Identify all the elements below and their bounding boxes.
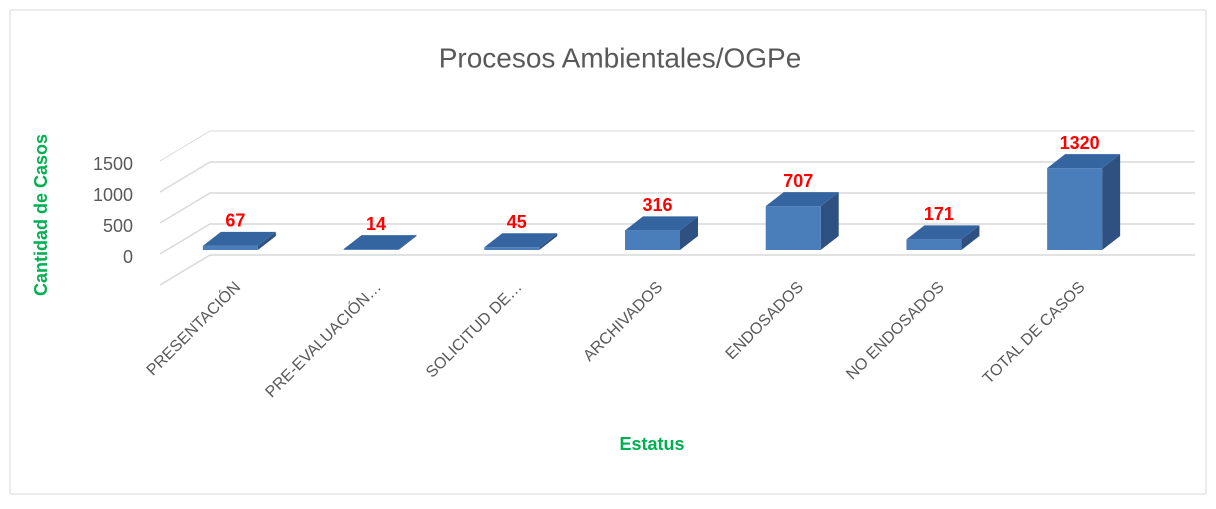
chart-frame [9, 9, 1207, 495]
x-axis-title: Estatus [619, 434, 684, 454]
grid-line [159, 192, 1195, 224]
wall-edge [159, 130, 1195, 162]
data-label: 171 [924, 204, 954, 224]
y-tick-label: 1500 [93, 154, 133, 174]
bar-front [625, 230, 680, 250]
bar-front [484, 247, 540, 250]
bar-top [202, 231, 276, 246]
bar [625, 216, 698, 250]
bar-side [820, 192, 839, 250]
bar [1047, 154, 1121, 250]
y-tick-label: 500 [103, 216, 133, 236]
bar-side [961, 225, 980, 250]
bar-side [398, 235, 417, 250]
chart-title: Procesos Ambientales/OGPe [439, 42, 802, 73]
y-axis-title: Cantidad de Casos [31, 134, 51, 296]
grid-line [159, 161, 1195, 193]
bar-top [765, 192, 839, 207]
data-label: 45 [507, 212, 527, 232]
bar [202, 231, 276, 250]
data-label: 67 [225, 211, 245, 231]
data-label: 707 [783, 171, 813, 191]
bar-top [343, 235, 417, 250]
bar [765, 192, 839, 250]
bar [343, 235, 417, 250]
bar-front [1047, 168, 1103, 250]
y-tick-label: 1000 [93, 185, 133, 205]
bar-front [202, 245, 258, 250]
bar [906, 225, 980, 250]
bar-front [765, 206, 821, 250]
bar-side [257, 231, 276, 250]
bar-top [625, 216, 698, 231]
bar-side [1102, 154, 1121, 250]
bar-top [906, 225, 980, 240]
grid-line [159, 254, 1195, 286]
bar-top [1047, 154, 1121, 169]
bar-top [484, 233, 558, 248]
data-label: 316 [642, 195, 672, 215]
bar [484, 233, 558, 250]
bar-side [680, 216, 698, 250]
bar-front [343, 249, 399, 250]
y-tick-label: 0 [123, 247, 133, 267]
bar-front [906, 239, 962, 250]
bar-side [539, 233, 558, 250]
grid-line [159, 223, 1195, 255]
data-label: 14 [366, 214, 386, 234]
data-label: 1320 [1060, 133, 1100, 153]
